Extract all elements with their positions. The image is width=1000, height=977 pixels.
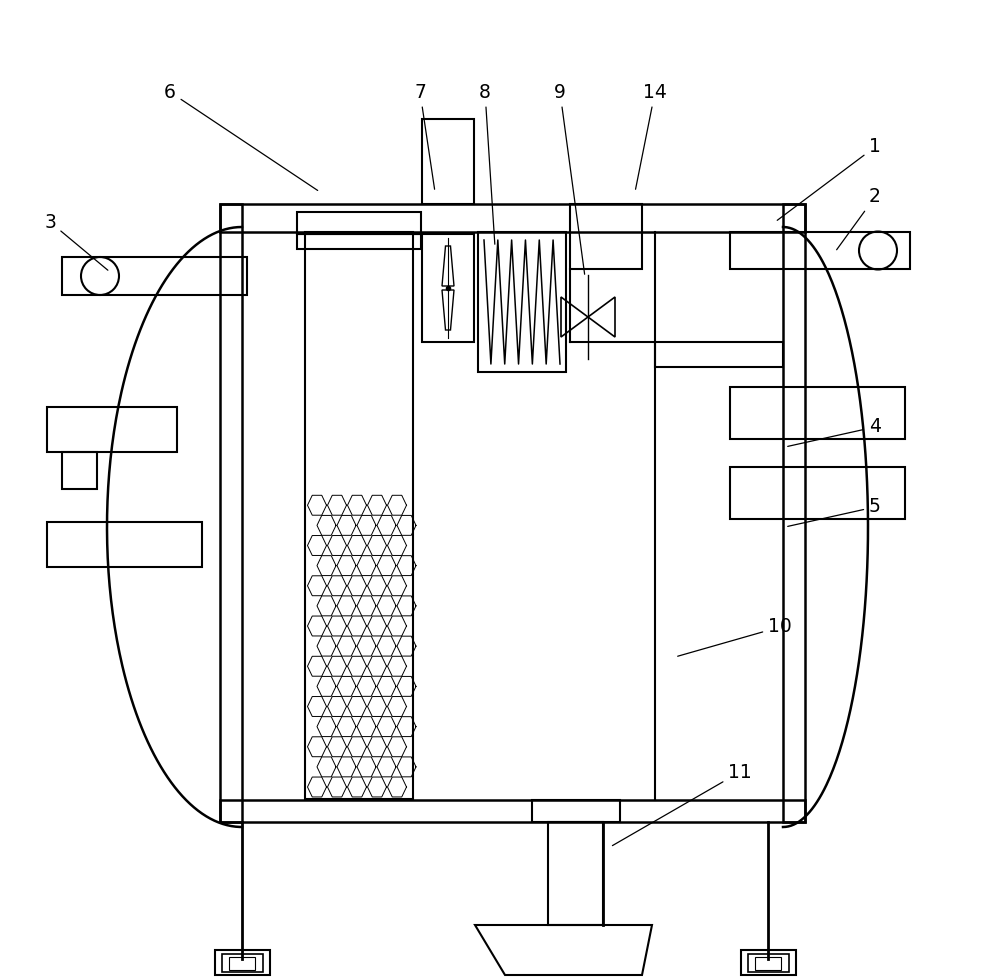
Bar <box>730 387 905 439</box>
Text: 1: 1 <box>777 138 881 221</box>
Bar <box>47 522 202 567</box>
Text: 4: 4 <box>788 417 881 446</box>
Text: 6: 6 <box>164 82 318 191</box>
Text: 8: 8 <box>479 82 495 244</box>
Bar <box>297 234 421 249</box>
Bar <box>422 119 474 204</box>
Text: 11: 11 <box>612 762 752 846</box>
Bar <box>532 800 620 822</box>
Bar <box>655 342 783 367</box>
Bar <box>741 950 796 975</box>
Text: 10: 10 <box>678 617 792 657</box>
Bar <box>730 232 910 269</box>
Bar <box>748 954 789 972</box>
Bar <box>755 957 781 970</box>
Bar <box>215 950 270 975</box>
Text: 14: 14 <box>636 82 667 190</box>
Bar <box>220 204 805 232</box>
Bar <box>220 204 242 822</box>
Bar <box>47 407 177 452</box>
Bar <box>570 204 642 269</box>
Bar <box>62 257 247 295</box>
Text: 2: 2 <box>837 188 881 250</box>
Text: 9: 9 <box>554 82 585 275</box>
Bar <box>229 957 255 970</box>
Bar <box>548 822 603 925</box>
Bar <box>422 234 474 342</box>
Bar <box>783 204 805 822</box>
Bar <box>730 467 905 519</box>
Bar <box>222 954 263 972</box>
Bar <box>305 232 413 799</box>
Bar <box>478 232 566 372</box>
Text: 5: 5 <box>788 497 881 527</box>
Bar <box>62 452 97 489</box>
Bar <box>220 800 805 822</box>
Text: 3: 3 <box>44 213 108 271</box>
Bar <box>297 212 421 234</box>
Text: 7: 7 <box>414 82 435 190</box>
